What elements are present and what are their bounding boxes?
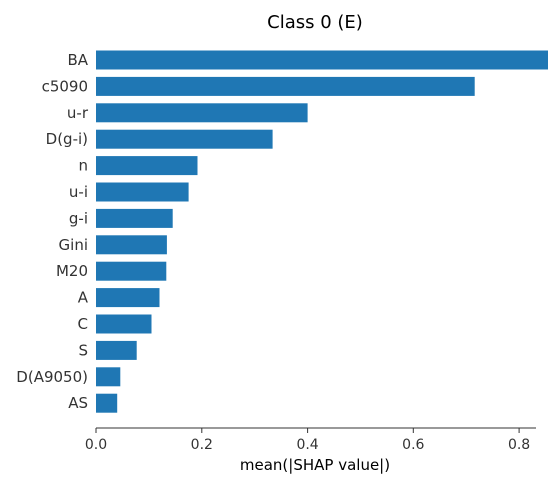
bar-13 — [96, 367, 121, 387]
x-tick-label-4: 0.6 — [402, 437, 424, 453]
category-label-2: c5090 — [42, 77, 88, 95]
bar-14 — [96, 393, 118, 413]
bar-4 — [96, 129, 273, 149]
category-label-10: A — [78, 289, 89, 307]
bar-8 — [96, 235, 167, 255]
bar-6 — [96, 182, 189, 202]
bar-7 — [96, 208, 173, 228]
category-label-6: u-i — [69, 183, 88, 201]
category-label-8: Gini — [59, 236, 88, 254]
category-label-4: D(g-i) — [46, 130, 88, 148]
bar-12 — [96, 340, 137, 360]
bars-group — [96, 50, 548, 413]
category-label-5: n — [78, 157, 88, 175]
category-label-11: C — [78, 315, 88, 333]
chart-title: Class 0 (E) — [267, 12, 363, 33]
x-tick-label-5: 0.8 — [508, 437, 530, 453]
category-label-12: S — [78, 341, 88, 359]
category-label-14: AS — [68, 394, 88, 412]
category-label-1: BA — [67, 51, 88, 69]
x-tick-label-2: 0.2 — [191, 437, 213, 453]
bar-1 — [96, 50, 548, 70]
category-label-7: g-i — [69, 209, 88, 227]
bar-5 — [96, 156, 198, 176]
x-tick-label-3: 0.4 — [296, 437, 318, 453]
category-labels: BA c5090 u-r D(g-i) n u-i g-i Gini M20 ACS D(A9050… — [16, 51, 89, 412]
bar-9 — [96, 261, 167, 281]
x-tick-label-1: 0.0 — [85, 437, 107, 453]
category-label-9: M20 — [56, 262, 88, 280]
category-label-3: u-r — [67, 104, 89, 122]
bar-2 — [96, 76, 475, 96]
bar-3 — [96, 103, 308, 123]
bar-11 — [96, 314, 152, 334]
bar-10 — [96, 288, 160, 308]
x-ticks: 0.0 0.2 0.4 0.6 0.8 — [85, 428, 530, 453]
category-label-13: D(A9050) — [16, 368, 88, 386]
x-axis-label: mean(|SHAP value|) — [240, 456, 390, 474]
